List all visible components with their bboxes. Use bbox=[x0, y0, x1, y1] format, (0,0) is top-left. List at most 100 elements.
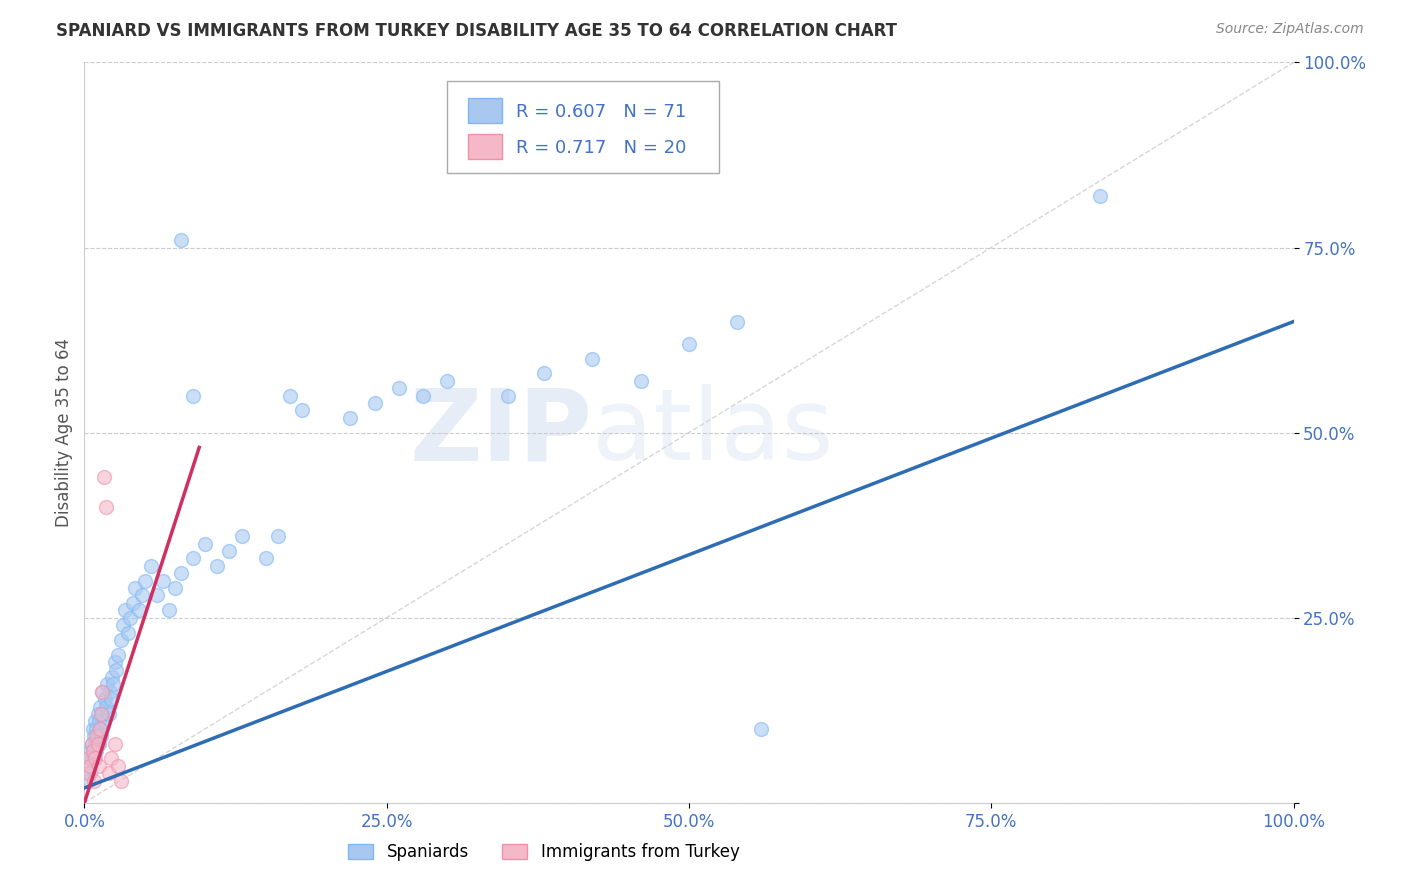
Point bbox=[77, 766, 100, 780]
Point bbox=[254, 551, 277, 566]
Point bbox=[93, 714, 115, 729]
FancyBboxPatch shape bbox=[468, 134, 502, 159]
Point bbox=[104, 655, 127, 669]
Point bbox=[267, 529, 290, 543]
Point bbox=[86, 737, 108, 751]
FancyBboxPatch shape bbox=[468, 98, 502, 123]
Point bbox=[100, 692, 122, 706]
Text: R = 0.607   N = 71: R = 0.607 N = 71 bbox=[516, 103, 686, 121]
Point bbox=[80, 737, 103, 751]
Point bbox=[100, 751, 122, 765]
Point bbox=[117, 625, 139, 640]
Point bbox=[89, 699, 111, 714]
Point bbox=[157, 603, 180, 617]
Text: Source: ZipAtlas.com: Source: ZipAtlas.com bbox=[1216, 22, 1364, 37]
Point bbox=[128, 603, 150, 617]
Point bbox=[152, 574, 174, 588]
Point bbox=[120, 610, 142, 624]
Legend: Spaniards, Immigrants from Turkey: Spaniards, Immigrants from Turkey bbox=[349, 843, 740, 861]
Point bbox=[107, 648, 129, 662]
Point bbox=[80, 751, 103, 765]
Point bbox=[107, 758, 129, 772]
Text: atlas: atlas bbox=[592, 384, 834, 481]
Point bbox=[90, 706, 112, 721]
Point bbox=[630, 374, 652, 388]
Point bbox=[170, 233, 193, 247]
Point bbox=[181, 551, 204, 566]
Point bbox=[97, 766, 120, 780]
Point bbox=[86, 722, 108, 736]
Point bbox=[77, 751, 100, 765]
Point bbox=[533, 367, 555, 381]
Point bbox=[89, 722, 111, 736]
Point bbox=[82, 722, 104, 736]
Point bbox=[97, 706, 120, 721]
Point bbox=[77, 773, 100, 788]
Point bbox=[98, 685, 121, 699]
Point bbox=[436, 374, 458, 388]
Point bbox=[165, 581, 187, 595]
Point bbox=[80, 737, 103, 751]
Point bbox=[678, 336, 700, 351]
Point bbox=[121, 596, 143, 610]
Point bbox=[110, 632, 132, 647]
Point bbox=[124, 581, 146, 595]
Point bbox=[86, 744, 108, 758]
Point bbox=[87, 714, 110, 729]
Point bbox=[79, 766, 101, 780]
Point bbox=[91, 685, 114, 699]
Point bbox=[82, 744, 104, 758]
Point bbox=[91, 685, 114, 699]
Point bbox=[131, 589, 153, 603]
Point bbox=[725, 314, 748, 328]
Text: ZIP: ZIP bbox=[409, 384, 592, 481]
Point bbox=[94, 699, 117, 714]
Point bbox=[79, 758, 101, 772]
Point bbox=[134, 574, 156, 588]
Point bbox=[110, 773, 132, 788]
Point bbox=[89, 722, 111, 736]
Point bbox=[388, 381, 411, 395]
FancyBboxPatch shape bbox=[447, 81, 720, 173]
Point bbox=[79, 744, 101, 758]
Point bbox=[1088, 188, 1111, 202]
Point bbox=[114, 603, 136, 617]
Point bbox=[96, 677, 118, 691]
Point bbox=[90, 729, 112, 743]
Point bbox=[496, 388, 519, 402]
Point bbox=[77, 758, 100, 772]
Point bbox=[94, 500, 117, 514]
Point bbox=[93, 470, 115, 484]
Point bbox=[112, 618, 135, 632]
Point bbox=[91, 706, 114, 721]
Point bbox=[751, 722, 773, 736]
Point bbox=[278, 388, 301, 402]
Point bbox=[101, 670, 124, 684]
Point bbox=[84, 714, 107, 729]
Point bbox=[104, 663, 127, 677]
Point bbox=[82, 744, 104, 758]
Point bbox=[146, 589, 169, 603]
Y-axis label: Disability Age 35 to 64: Disability Age 35 to 64 bbox=[55, 338, 73, 527]
Point bbox=[103, 677, 125, 691]
Point bbox=[412, 388, 434, 402]
Text: R = 0.717   N = 20: R = 0.717 N = 20 bbox=[516, 138, 686, 157]
Point bbox=[207, 558, 229, 573]
Text: SPANIARD VS IMMIGRANTS FROM TURKEY DISABILITY AGE 35 TO 64 CORRELATION CHART: SPANIARD VS IMMIGRANTS FROM TURKEY DISAB… bbox=[56, 22, 897, 40]
Point bbox=[83, 751, 105, 765]
Point bbox=[94, 692, 117, 706]
Point bbox=[86, 706, 108, 721]
Point bbox=[363, 396, 385, 410]
Point bbox=[291, 403, 314, 417]
Point bbox=[581, 351, 603, 366]
Point bbox=[139, 558, 162, 573]
Point bbox=[104, 737, 127, 751]
Point bbox=[83, 729, 105, 743]
Point bbox=[181, 388, 204, 402]
Point bbox=[86, 729, 108, 743]
Point bbox=[87, 737, 110, 751]
Point bbox=[231, 529, 253, 543]
Point bbox=[170, 566, 193, 581]
Point bbox=[218, 544, 240, 558]
Point bbox=[194, 536, 217, 550]
